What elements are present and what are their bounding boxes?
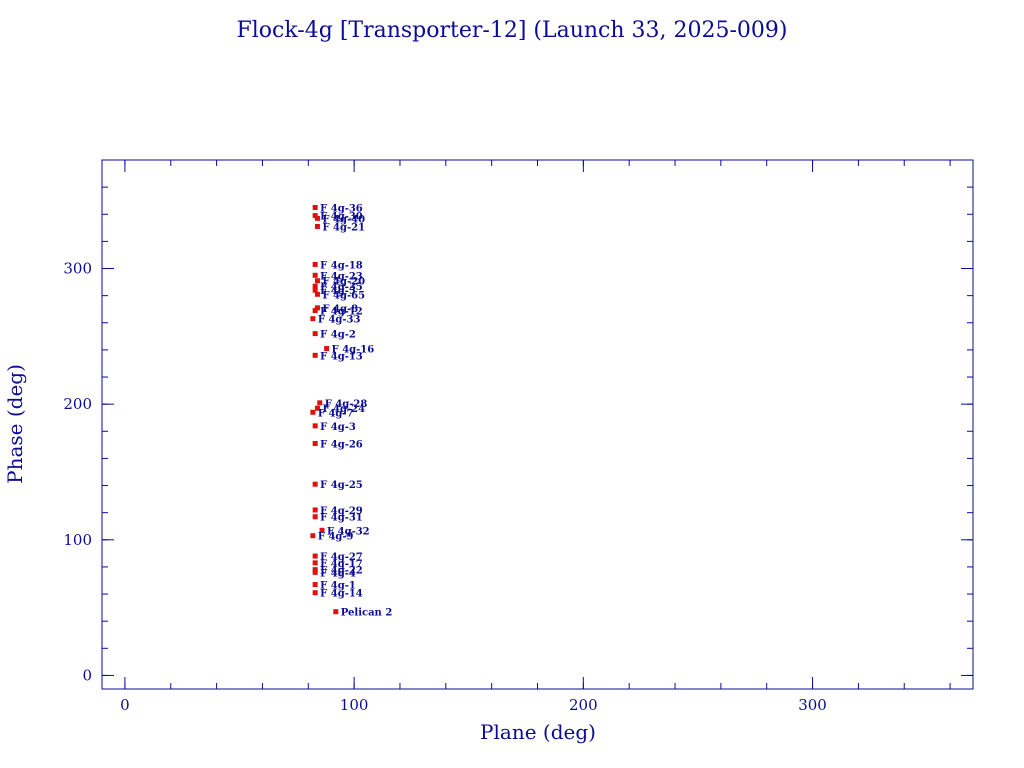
data-point-marker bbox=[310, 409, 316, 415]
data-point-label: F 4g-30 bbox=[320, 212, 363, 223]
data-point-label: F 4g-20 bbox=[322, 277, 365, 288]
data-point-marker bbox=[314, 291, 320, 297]
data-point-label: F 4g-18 bbox=[320, 260, 363, 271]
data-point-marker bbox=[312, 272, 318, 278]
data-point-label: F 4g-36 bbox=[320, 203, 363, 214]
data-point-marker bbox=[312, 283, 318, 289]
y-tick-label: 0 bbox=[82, 666, 92, 684]
axis-ticks bbox=[102, 159, 973, 689]
data-point-marker bbox=[312, 261, 318, 267]
data-point-label: F 4g-33 bbox=[318, 315, 361, 326]
data-point-marker bbox=[312, 213, 318, 219]
data-point-label: F 4g-29 bbox=[320, 506, 363, 517]
data-point-marker bbox=[312, 287, 318, 293]
data-point-marker bbox=[312, 440, 318, 446]
data-point-marker bbox=[312, 331, 318, 337]
data-point-marker bbox=[314, 223, 320, 229]
x-tick-label: 100 bbox=[340, 696, 369, 714]
data-point-label: F 4g-9 bbox=[318, 532, 354, 543]
data-point-label: F 4g-28 bbox=[325, 399, 368, 410]
data-point-marker bbox=[317, 400, 323, 406]
data-point-label: F 4g-21 bbox=[322, 222, 365, 233]
data-point-label: F 4g-1 bbox=[320, 581, 356, 592]
data-point-marker bbox=[312, 308, 318, 314]
data-point-marker bbox=[314, 305, 320, 311]
x-axis-label: Plane (deg) bbox=[480, 720, 596, 744]
data-point-label: F 4g-27 bbox=[320, 552, 363, 563]
data-point-marker bbox=[312, 423, 318, 429]
x-tick-label: 0 bbox=[120, 696, 130, 714]
data-point-label: F 4g-2 bbox=[320, 330, 356, 341]
data-point-label: F 4g-14 bbox=[320, 589, 363, 600]
data-point-marker bbox=[314, 405, 320, 411]
data-point-label: F 4g-65 bbox=[322, 290, 365, 301]
y-tick-label: 100 bbox=[63, 531, 92, 549]
data-point-marker bbox=[333, 609, 339, 615]
data-point-marker bbox=[319, 527, 325, 533]
chart-title: Flock-4g [Transporter-12] (Launch 33, 20… bbox=[237, 18, 788, 43]
data-point-marker bbox=[312, 569, 318, 575]
tick-labels: 0 100 200 300 0 100 200 300 bbox=[63, 260, 827, 714]
data-point-label: F 4g-35 bbox=[320, 282, 363, 293]
data-point-marker bbox=[312, 514, 318, 520]
data-point-marker bbox=[312, 590, 318, 596]
data-point-label: F 4g-25 bbox=[320, 480, 363, 491]
data-point-marker bbox=[312, 567, 318, 573]
data-point-label: F 4g-4 bbox=[320, 568, 356, 579]
data-point-label: F 4g-40 bbox=[322, 214, 365, 225]
data-point-label: F 4g-8 bbox=[322, 304, 358, 315]
data-point-marker bbox=[314, 215, 320, 221]
data-point-marker bbox=[310, 533, 316, 539]
data-point-marker bbox=[312, 560, 318, 566]
data-point-marker bbox=[312, 204, 318, 210]
data-point-label: F 4g-23 bbox=[320, 271, 363, 282]
data-point-marker bbox=[324, 346, 330, 352]
data-point-marker bbox=[312, 553, 318, 559]
data-point-label: F 4g-16 bbox=[332, 345, 375, 356]
data-point-label: F 4g-5 bbox=[320, 286, 356, 297]
data-point-label: F 4g-17 bbox=[320, 559, 363, 570]
data-point-label: F 4g-22 bbox=[320, 566, 363, 577]
data-point-marker bbox=[310, 316, 316, 322]
data-point-marker bbox=[312, 352, 318, 358]
data-point-label: F 4g-26 bbox=[320, 439, 363, 450]
data-point-label: F 4g-3 bbox=[320, 422, 356, 433]
data-point-label: F 4g-32 bbox=[327, 526, 370, 537]
y-tick-label: 300 bbox=[63, 260, 92, 278]
data-point-marker bbox=[314, 278, 320, 284]
y-tick-label: 200 bbox=[63, 395, 92, 413]
data-point-label: F 4g-7 bbox=[318, 408, 354, 419]
data-point-marker bbox=[312, 481, 318, 487]
data-point-label: Pelican 2 bbox=[341, 608, 393, 619]
data-point-marker bbox=[312, 582, 318, 588]
plot-frame bbox=[101, 159, 974, 690]
x-tick-label: 300 bbox=[798, 696, 827, 714]
data-point-label: F 4g-13 bbox=[320, 351, 363, 362]
data-points: F 4g-36F 4g-30F 4g-40F 4g-21F 4g-18F 4g-… bbox=[310, 203, 393, 619]
data-point-label: F 4g-24 bbox=[322, 404, 365, 415]
data-point-label: F 4g-31 bbox=[320, 513, 363, 524]
x-tick-label: 200 bbox=[569, 696, 598, 714]
data-point-label: F 4g-12 bbox=[320, 307, 363, 318]
y-axis-label: Phase (deg) bbox=[3, 364, 27, 484]
data-point-marker bbox=[312, 507, 318, 513]
